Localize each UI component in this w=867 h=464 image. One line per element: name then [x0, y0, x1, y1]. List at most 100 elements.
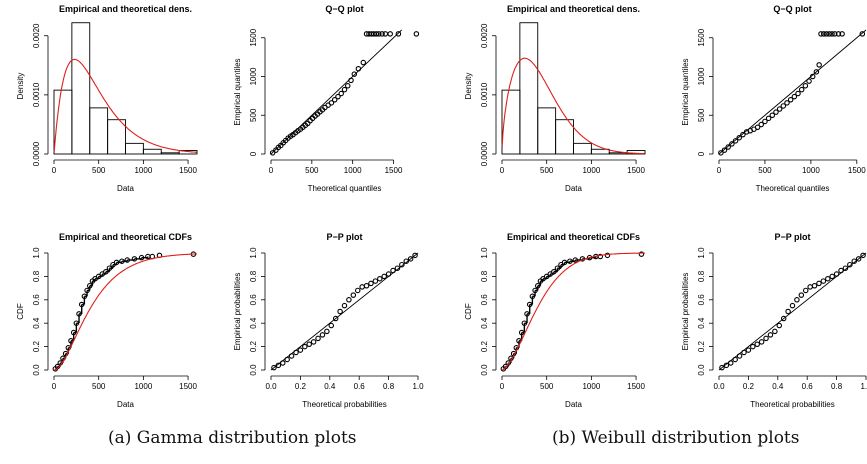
histogram-bar	[178, 150, 198, 155]
x-tick-label: 1500	[179, 382, 197, 391]
data-point	[745, 347, 752, 353]
data-point	[269, 150, 276, 156]
fitted-density-curve	[53, 58, 197, 153]
x-tick-label: 1000	[344, 166, 362, 175]
fitted-cdf-curve	[53, 253, 197, 371]
data-point	[387, 31, 393, 37]
data-point	[604, 252, 611, 259]
y-tick-label: 0.6	[480, 294, 489, 306]
chart-title: P−P plot	[774, 232, 810, 242]
x-tick-label: 1500	[627, 166, 645, 175]
y-tick-label: 0.6	[32, 294, 41, 306]
data-point	[732, 356, 738, 363]
data-point	[723, 362, 730, 369]
data-point	[348, 77, 354, 84]
data-point	[338, 90, 344, 97]
reference-line	[718, 29, 867, 155]
y-axis-label: CDF	[16, 303, 25, 320]
data-point	[275, 362, 282, 369]
y-axis-label: Empirical probabilities	[681, 273, 690, 351]
data-point	[798, 292, 805, 298]
data-point	[376, 31, 382, 37]
x-tick-label: 0.6	[802, 382, 814, 391]
data-point	[331, 97, 338, 103]
histogram-bar	[537, 107, 557, 155]
y-tick-label: 500	[697, 108, 706, 122]
data-point	[394, 265, 401, 271]
y-tick-label: 0.8	[480, 270, 489, 282]
x-tick-label: 500	[305, 166, 319, 175]
x-tick-label: 0	[52, 382, 57, 391]
data-point	[363, 283, 370, 289]
y-tick-label: 0.2	[697, 340, 706, 352]
histogram-bar	[107, 119, 126, 155]
y-tick-label: 0.0	[32, 364, 41, 376]
x-axis-label: Data	[117, 184, 134, 193]
data-point	[741, 349, 747, 356]
data-point	[280, 360, 286, 366]
data-point	[271, 364, 277, 371]
data-point	[297, 347, 304, 353]
y-tick-label: 0.8	[32, 270, 41, 282]
data-point	[725, 144, 731, 150]
y-tick-label: 0.0020	[480, 23, 489, 48]
x-tick-label: 0	[500, 382, 505, 391]
y-tick-label: 0.0	[249, 364, 258, 376]
data-point	[773, 109, 779, 115]
histogram-bar	[160, 152, 180, 155]
data-point	[847, 261, 853, 268]
y-tick-label: 1.0	[480, 247, 489, 259]
y-tick-label: 500	[249, 108, 258, 122]
histogram-bar	[71, 22, 91, 155]
data-point	[784, 100, 790, 106]
data-point	[407, 256, 414, 262]
chart-title: Q−Q plot	[325, 4, 363, 14]
x-tick-label: 1500	[627, 382, 645, 391]
data-point	[719, 364, 725, 371]
x-tick-label: 1500	[179, 166, 197, 175]
data-point	[785, 308, 791, 315]
data-point	[838, 267, 844, 274]
x-axis-label: Data	[565, 400, 582, 409]
x-tick-label: 1000	[134, 166, 152, 175]
data-point	[372, 278, 379, 284]
data-point	[832, 31, 838, 37]
data-point	[780, 103, 787, 109]
data-point	[811, 283, 818, 289]
fitted-cdf-curve	[501, 252, 645, 371]
caption-weibull: (b) Weibull distribution plots	[552, 428, 800, 448]
data-point	[794, 297, 800, 303]
histogram-bar	[89, 107, 109, 155]
y-tick-label: 0.0	[480, 364, 489, 376]
y-tick-label: 0.0000	[480, 141, 489, 166]
chart-panel-6: Q−Q plot 0 500 1000 1500 Theoretical quantile…	[681, 4, 867, 193]
data-point	[787, 97, 794, 103]
data-point	[332, 315, 339, 322]
data-point	[324, 328, 330, 335]
reference-line	[270, 29, 402, 155]
chart-title: Empirical and theoretical CDFs	[507, 232, 640, 242]
x-tick-label: 1000	[134, 382, 152, 391]
y-tick-label: 1000	[249, 67, 258, 85]
x-tick-label: 0.0	[713, 382, 725, 391]
y-tick-label: 0.2	[249, 340, 258, 352]
data-point	[851, 258, 857, 264]
x-axis-label: Data	[565, 184, 582, 193]
data-point	[335, 93, 341, 100]
reference-line	[270, 252, 419, 371]
x-tick-label: 1.0	[412, 382, 424, 391]
data-point	[328, 322, 335, 329]
data-point	[809, 73, 816, 80]
data-point	[355, 66, 362, 72]
data-point	[385, 271, 392, 277]
y-tick-label: 1.0	[249, 247, 258, 259]
histogram-bar	[590, 148, 610, 155]
data-point	[826, 31, 832, 37]
data-point	[328, 100, 335, 106]
y-tick-label: 0.0	[697, 364, 706, 376]
y-tick-label: 0	[249, 151, 258, 156]
histogram-bar	[125, 142, 144, 155]
data-point	[762, 118, 768, 125]
data-point	[776, 106, 783, 112]
x-tick-label: 1000	[582, 166, 600, 175]
